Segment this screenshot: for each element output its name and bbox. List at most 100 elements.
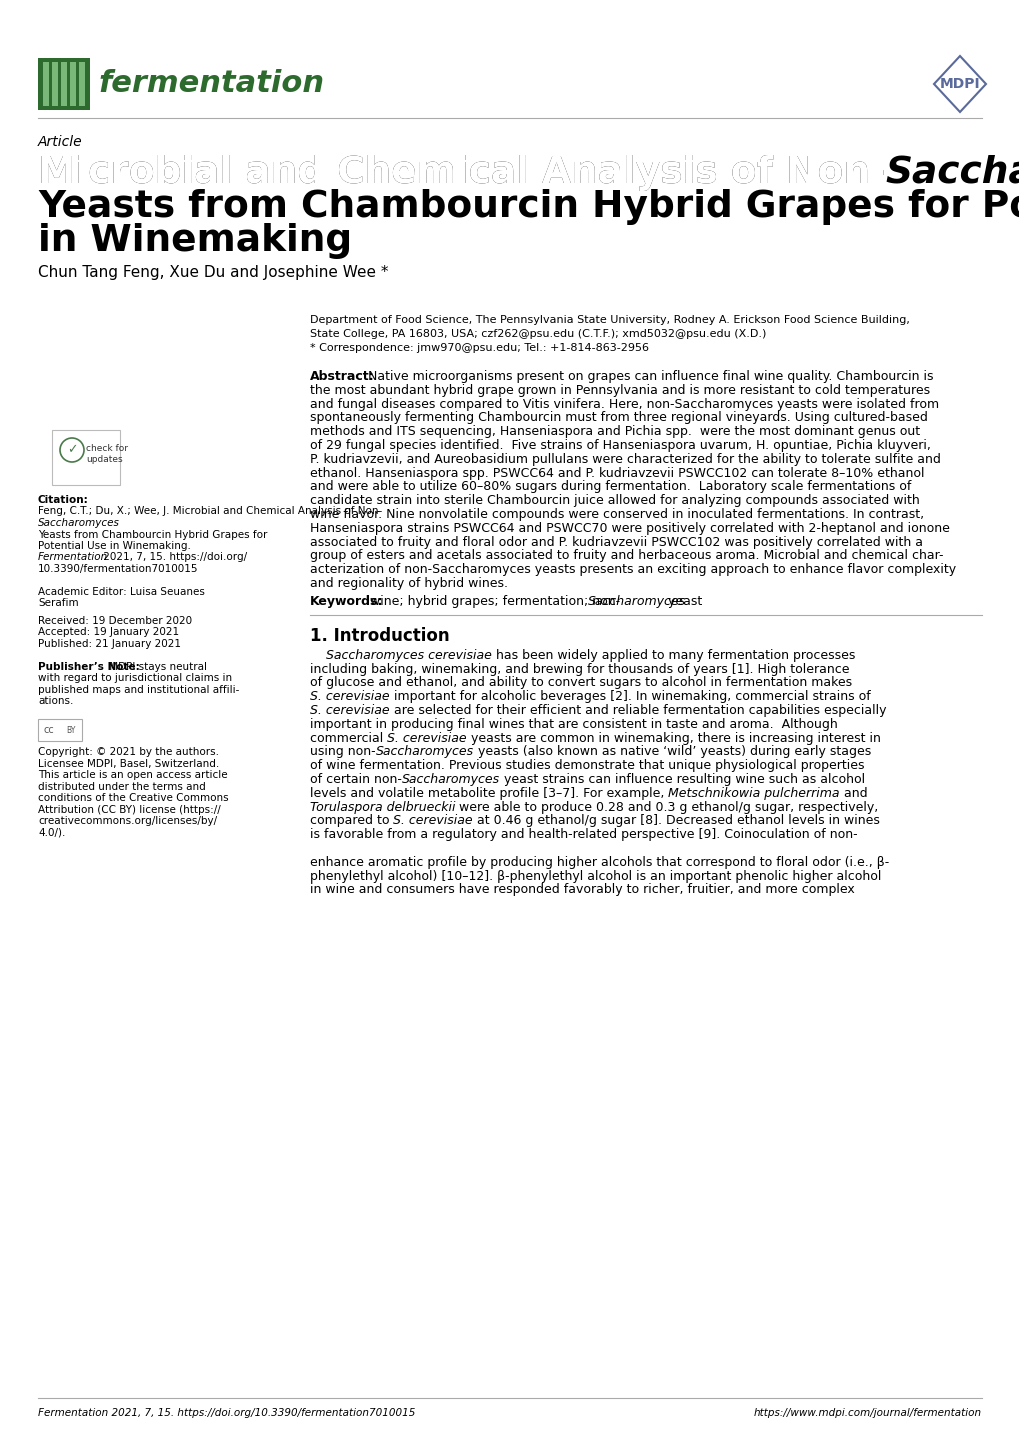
Text: Feng, C.T.; Du, X.; Wee, J. Microbial and Chemical Analysis of Non-: Feng, C.T.; Du, X.; Wee, J. Microbial an… — [38, 506, 382, 516]
Text: S. cerevisiae: S. cerevisiae — [310, 691, 389, 704]
Text: including baking, winemaking, and brewing for thousands of years [1]. High toler: including baking, winemaking, and brewin… — [310, 663, 849, 676]
Text: of 29 fungal species identified.  Five strains of Hanseniaspora uvarum, H. opunt: of 29 fungal species identified. Five st… — [310, 438, 930, 451]
Text: Serafim: Serafim — [38, 598, 78, 609]
Text: Native microorganisms present on grapes can influence final wine quality. Chambo: Native microorganisms present on grapes … — [364, 371, 932, 384]
Text: in wine and consumers have responded favorably to richer, fruitier, and more com: in wine and consumers have responded fav… — [310, 884, 854, 897]
Text: ations.: ations. — [38, 696, 73, 707]
Text: of glucose and ethanol, and ability to convert sugars to alcohol in fermentation: of glucose and ethanol, and ability to c… — [310, 676, 851, 689]
Text: Yeasts from Chambourcin Hybrid Grapes for Potential Use: Yeasts from Chambourcin Hybrid Grapes fo… — [38, 189, 1019, 225]
Text: spontaneously fermenting Chambourcin must from three regional vineyards. Using c: spontaneously fermenting Chambourcin mus… — [310, 411, 927, 424]
Text: published maps and institutional affili-: published maps and institutional affili- — [38, 685, 239, 695]
Text: fermentation: fermentation — [98, 69, 324, 98]
Text: S. cerevisiae: S. cerevisiae — [387, 731, 467, 744]
Text: 10.3390/fermentation7010015: 10.3390/fermentation7010015 — [38, 564, 199, 574]
Text: 2021, 7, 15. https://doi.org/: 2021, 7, 15. https://doi.org/ — [100, 552, 247, 562]
Text: S. cerevisiae: S. cerevisiae — [393, 815, 473, 828]
Text: acterization of non-Saccharomyces yeasts presents an exciting approach to enhanc: acterization of non-Saccharomyces yeasts… — [310, 564, 955, 577]
Text: important in producing final wines that are consistent in taste and aroma.  Alth: important in producing final wines that … — [310, 718, 837, 731]
Text: group of esters and acetals associated to fruity and herbaceous aroma. Microbial: group of esters and acetals associated t… — [310, 549, 943, 562]
Text: Potential Use in Winemaking.: Potential Use in Winemaking. — [38, 541, 191, 551]
Text: Hanseniaspora strains PSWCC64 and PSWCC70 were positively correlated with 2-hept: Hanseniaspora strains PSWCC64 and PSWCC7… — [310, 522, 949, 535]
Text: Saccharomyces: Saccharomyces — [884, 154, 1019, 190]
Text: of certain non-: of certain non- — [310, 773, 401, 786]
Text: associated to fruity and floral odor and P. kudriavzevii PSWCC102 was positively: associated to fruity and floral odor and… — [310, 535, 922, 548]
Text: the most abundant hybrid grape grown in Pennsylvania and is more resistant to co: the most abundant hybrid grape grown in … — [310, 384, 929, 397]
Text: Copyright: © 2021 by the authors.: Copyright: © 2021 by the authors. — [38, 747, 219, 757]
Text: Fermentation 2021, 7, 15. https://doi.org/10.3390/fermentation7010015: Fermentation 2021, 7, 15. https://doi.or… — [38, 1407, 415, 1417]
Text: Microbial and Chemical Analysis of Non-: Microbial and Chemical Analysis of Non- — [38, 154, 884, 190]
Text: were able to produce 0.28 and 0.3 g ethanol/g sugar, respectively,: were able to produce 0.28 and 0.3 g etha… — [455, 800, 878, 813]
Text: yeast strains can influence resulting wine such as alcohol: yeast strains can influence resulting wi… — [499, 773, 864, 786]
Text: creativecommons.org/licenses/by/: creativecommons.org/licenses/by/ — [38, 816, 217, 826]
Text: yeasts are common in winemaking, there is increasing interest in: yeasts are common in winemaking, there i… — [467, 731, 879, 744]
Text: Saccharomyces: Saccharomyces — [587, 594, 686, 607]
Text: yeast: yeast — [663, 594, 701, 607]
Text: candidate strain into sterile Chambourcin juice allowed for analyzing compounds : candidate strain into sterile Chambourci… — [310, 495, 919, 508]
Text: Saccharomyces cerevisiae: Saccharomyces cerevisiae — [326, 649, 491, 662]
Text: important for alcoholic beverages [2]. In winemaking, commercial strains of: important for alcoholic beverages [2]. I… — [389, 691, 869, 704]
Text: Torulaspora delbrueckii: Torulaspora delbrueckii — [310, 800, 455, 813]
Text: is favorable from a regulatory and health-related perspective [9]. Coinoculation: is favorable from a regulatory and healt… — [310, 828, 857, 841]
Text: Publisher’s Note:: Publisher’s Note: — [38, 662, 140, 672]
Text: This article is an open access article: This article is an open access article — [38, 770, 227, 780]
Text: Accepted: 19 January 2021: Accepted: 19 January 2021 — [38, 627, 179, 637]
Bar — [61, 62, 67, 107]
Text: of wine fermentation. Previous studies demonstrate that unique physiological pro: of wine fermentation. Previous studies d… — [310, 758, 864, 773]
Text: levels and volatile metabolite profile [3–7]. For example,: levels and volatile metabolite profile [… — [310, 787, 667, 800]
Text: Saccharomyces: Saccharomyces — [38, 518, 120, 528]
Text: at 0.46 g ethanol/g sugar [8]. Decreased ethanol levels in wines: at 0.46 g ethanol/g sugar [8]. Decreased… — [473, 815, 879, 828]
Text: BY: BY — [66, 725, 75, 735]
Bar — [38, 58, 90, 110]
Text: Academic Editor: Luisa Seuanes: Academic Editor: Luisa Seuanes — [38, 587, 205, 597]
Bar — [38, 720, 82, 741]
Text: https://www.mdpi.com/journal/fermentation: https://www.mdpi.com/journal/fermentatio… — [753, 1407, 981, 1417]
Text: wine; hybrid grapes; fermentation; non-: wine; hybrid grapes; fermentation; non- — [366, 594, 620, 607]
Text: ✓: ✓ — [66, 444, 77, 457]
Text: using non-: using non- — [310, 746, 375, 758]
Text: * Correspondence: jmw970@psu.edu; Tel.: +1-814-863-2956: * Correspondence: jmw970@psu.edu; Tel.: … — [310, 343, 648, 353]
Text: Yeasts from Chambourcin Hybrid Grapes for: Yeasts from Chambourcin Hybrid Grapes fo… — [38, 529, 267, 539]
Text: with regard to jurisdictional claims in: with regard to jurisdictional claims in — [38, 673, 232, 684]
Text: Saccharomyces: Saccharomyces — [375, 746, 473, 758]
Text: methods and ITS sequencing, Hanseniaspora and Pichia spp.  were the most dominan: methods and ITS sequencing, Hanseniaspor… — [310, 425, 919, 438]
Text: State College, PA 16803, USA; czf262@psu.edu (C.T.F.); xmd5032@psu.edu (X.D.): State College, PA 16803, USA; czf262@psu… — [310, 329, 765, 339]
Text: compared to: compared to — [310, 815, 393, 828]
Text: Chun Tang Feng, Xue Du and Josephine Wee *: Chun Tang Feng, Xue Du and Josephine Wee… — [38, 265, 388, 280]
Text: commercial: commercial — [310, 731, 387, 744]
Text: enhance aromatic profile by producing higher alcohols that correspond to floral : enhance aromatic profile by producing hi… — [310, 855, 889, 868]
Text: has been widely applied to many fermentation processes: has been widely applied to many fermenta… — [491, 649, 854, 662]
Text: are selected for their efficient and reliable fermentation capabilities especial: are selected for their efficient and rel… — [389, 704, 886, 717]
Text: Abstract:: Abstract: — [310, 371, 374, 384]
Text: yeasts (also known as native ‘wild’ yeasts) during early stages: yeasts (also known as native ‘wild’ yeas… — [473, 746, 870, 758]
Text: updates: updates — [86, 456, 122, 464]
Text: Keywords:: Keywords: — [310, 594, 383, 607]
Text: 4.0/).: 4.0/). — [38, 828, 65, 838]
Text: Licensee MDPI, Basel, Switzerland.: Licensee MDPI, Basel, Switzerland. — [38, 758, 219, 769]
Text: P. kudriavzevii, and Aureobasidium pullulans were characterized for the ability : P. kudriavzevii, and Aureobasidium pullu… — [310, 453, 940, 466]
Text: and fungal diseases compared to Vitis vinifera. Here, non-Saccharomyces yeasts w: and fungal diseases compared to Vitis vi… — [310, 398, 938, 411]
Text: Citation:: Citation: — [38, 495, 89, 505]
Text: phenylethyl alcohol) [10–12]. β-phenylethyl alcohol is an important phenolic hig: phenylethyl alcohol) [10–12]. β-phenylet… — [310, 870, 880, 883]
Text: wine flavor. Nine nonvolatile compounds were conserved in inoculated fermentatio: wine flavor. Nine nonvolatile compounds … — [310, 508, 923, 521]
Text: Department of Food Science, The Pennsylvania State University, Rodney A. Erickso: Department of Food Science, The Pennsylv… — [310, 314, 909, 324]
Text: cc: cc — [44, 725, 54, 735]
Bar — [78, 62, 85, 107]
Text: Received: 19 December 2020: Received: 19 December 2020 — [38, 616, 192, 626]
Text: conditions of the Creative Commons: conditions of the Creative Commons — [38, 793, 228, 803]
Bar — [43, 62, 49, 107]
Text: MDPI: MDPI — [938, 76, 979, 91]
Text: Microbial and Chemical Analysis of Non-: Microbial and Chemical Analysis of Non- — [38, 154, 884, 190]
Text: S. cerevisiae: S. cerevisiae — [310, 704, 389, 717]
Text: MDPI stays neutral: MDPI stays neutral — [106, 662, 207, 672]
Text: and: and — [839, 787, 866, 800]
Bar — [52, 62, 58, 107]
Bar — [70, 62, 76, 107]
Text: and were able to utilize 60–80% sugars during fermentation.  Laboratory scale fe: and were able to utilize 60–80% sugars d… — [310, 480, 911, 493]
Bar — [52, 430, 120, 485]
Text: Fermentation: Fermentation — [38, 552, 108, 562]
Text: distributed under the terms and: distributed under the terms and — [38, 782, 206, 792]
Text: ethanol. Hanseniaspora spp. PSWCC64 and P. kudriavzevii PSWCC102 can tolerate 8–: ethanol. Hanseniaspora spp. PSWCC64 and … — [310, 467, 923, 480]
Text: Attribution (CC BY) license (https://: Attribution (CC BY) license (https:// — [38, 805, 220, 815]
Text: and regionality of hybrid wines.: and regionality of hybrid wines. — [310, 577, 507, 590]
Text: Saccharomyces: Saccharomyces — [401, 773, 499, 786]
